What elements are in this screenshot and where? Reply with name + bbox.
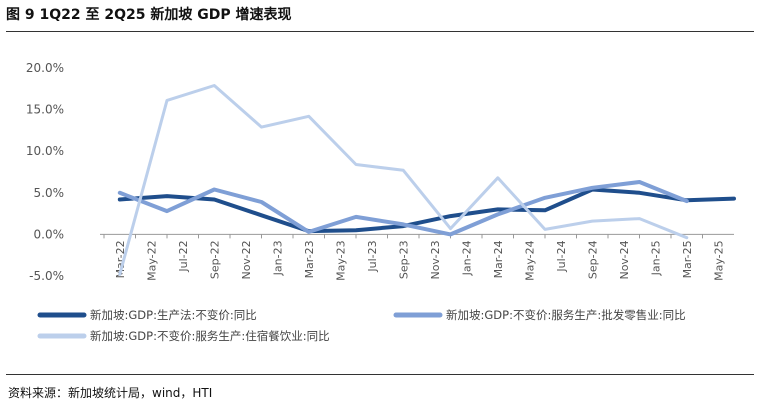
chart-title: 图 9 1Q22 至 2Q25 新加坡 GDP 增速表现: [6, 7, 292, 23]
series-line: [117, 187, 736, 234]
series-line: [118, 84, 689, 276]
x-tick-label: Nov-24: [618, 240, 631, 279]
y-tick-label: 5.0%: [34, 186, 65, 200]
line-chart: 20.0% 15.0% 10.0% 5.0% 0.0% -5.0% Mar-22 May-2…: [26, 61, 736, 343]
x-tick-label: Mar-22: [114, 240, 127, 278]
x-tick-label: Sep-24: [586, 240, 599, 279]
source-note: 资料来源：新加坡统计局，wind，HTI: [8, 386, 213, 400]
legend-label: 新加坡:GDP:生产法:不变价:同比: [90, 308, 257, 322]
legend-label: 新加坡:GDP:不变价:服务生产:住宿餐饮业:同比: [90, 329, 330, 343]
x-tick-label: Mar-25: [681, 240, 694, 278]
x-tick-label: Jan-23: [271, 240, 284, 276]
x-tick-label: May-22: [145, 240, 158, 281]
x-tick-label: Sep-22: [208, 240, 221, 279]
x-axis-ticks: Mar-22 May-22 Jul-22 Sep-22 Nov-22 Jan-23 Mar-…: [103, 234, 725, 281]
x-tick-label: May-23: [334, 240, 347, 281]
y-tick-label: 20.0%: [26, 61, 64, 75]
x-tick-label: May-25: [712, 240, 725, 281]
x-tick-label: Mar-23: [303, 240, 316, 278]
x-tick-label: Nov-22: [240, 240, 253, 279]
x-tick-label: Jul-24: [555, 240, 568, 272]
y-tick-label: 0.0%: [34, 227, 65, 241]
y-tick-label: 10.0%: [26, 144, 64, 158]
x-tick-label: Jan-25: [649, 240, 662, 276]
legend-label: 新加坡:GDP:不变价:服务生产:批发零售业:同比: [446, 308, 686, 322]
x-tick-label: Jul-23: [366, 240, 379, 272]
x-tick-label: Nov-23: [429, 240, 442, 279]
x-tick-label: Sep-23: [397, 240, 410, 279]
y-axis-ticks: 20.0% 15.0% 10.0% 5.0% 0.0% -5.0%: [26, 61, 64, 283]
title-divider: [6, 31, 754, 32]
source-divider: [6, 374, 754, 375]
legend: 新加坡:GDP:生产法:不变价:同比 新加坡:GDP:不变价:服务生产:批发零售业…: [37, 308, 686, 343]
x-tick-label: Jul-22: [177, 240, 190, 272]
y-tick-label: 15.0%: [26, 103, 64, 117]
series-line: [117, 180, 689, 237]
x-tick-label: Mar-24: [492, 240, 505, 278]
x-tick-label: May-24: [523, 240, 536, 281]
x-tick-label: Jan-24: [460, 240, 473, 276]
y-tick-label: -5.0%: [29, 269, 64, 283]
series-lines: [117, 84, 736, 276]
